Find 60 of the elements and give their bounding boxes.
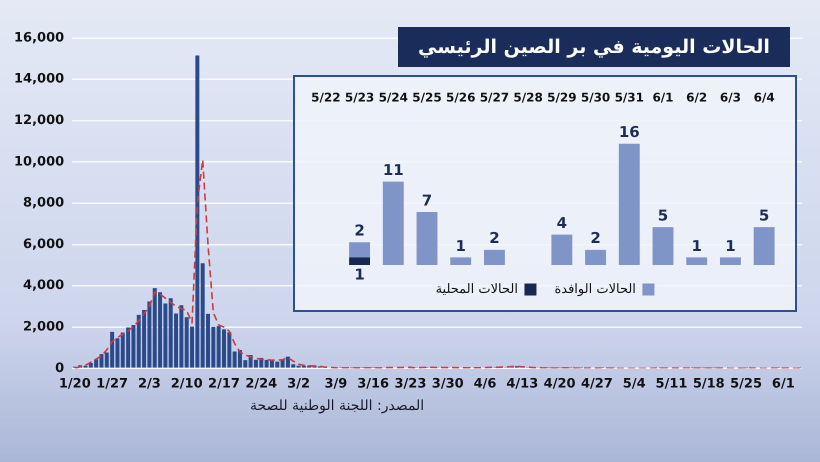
y-tick-label: 6,000 [23, 236, 64, 252]
x-tick-label: 1/27 [96, 376, 128, 392]
y-tick-label: 8,000 [23, 196, 64, 211]
x-tick-label: 3/16 [357, 376, 390, 392]
x-tick-label: 2/24 [245, 376, 278, 392]
x-tick-label: 2/3 [138, 376, 161, 392]
data-label: 11 [382, 161, 404, 180]
x-tick-label: 5/22 [311, 90, 341, 104]
x-tick-label: 6/1 [652, 90, 674, 104]
data-label: 2 [489, 229, 500, 248]
x-tick-label: 5/24 [378, 90, 408, 104]
data-label: 5 [758, 206, 770, 224]
y-tick-label: 2,000 [23, 319, 64, 334]
x-tick-label: 3/23 [394, 376, 426, 392]
y-tick-label: 10,000 [14, 154, 64, 170]
x-tick-label: 5/31 [614, 90, 644, 104]
x-tick-label: 6/4 [754, 90, 775, 104]
x-tick-label: 6/1 [772, 376, 795, 392]
x-tick-label: 5/25 [412, 90, 442, 104]
data-label: 2 [590, 229, 601, 248]
x-tick-label: 3/30 [432, 376, 464, 392]
text: المصدر: اللجنة الوطنية للصحة [250, 398, 424, 414]
x-tick-label: 3/2 [287, 376, 310, 392]
y-tick-label: 16,000 [14, 30, 64, 46]
x-tick-label: 5/4 [622, 376, 646, 392]
x-tick-label: 6/3 [720, 90, 741, 104]
chart-title: الحالات اليومية في بر الصين الرئيسي [398, 27, 790, 67]
y-tick-label: 14,000 [14, 72, 64, 87]
y-tick-label: 12,000 [14, 112, 64, 128]
x-tick-label: 4/20 [544, 376, 576, 392]
x-tick-label: 4/6 [474, 376, 496, 392]
data-label: 1 [354, 265, 365, 284]
x-tick-label: 5/27 [480, 90, 510, 104]
x-tick-label: 5/30 [580, 90, 610, 104]
legend-label: الحالات المحلية [436, 282, 518, 297]
x-tick-label: 5/26 [446, 90, 476, 104]
x-tick-label: 4/13 [506, 376, 538, 392]
x-tick-label: 2/17 [208, 376, 240, 392]
x-tick-label: 5/23 [344, 90, 374, 104]
y-tick-label: 4,000 [23, 278, 64, 294]
legend-label: الحالات الوافدة [554, 282, 636, 297]
data-label: 1 [455, 236, 466, 255]
data-label: 5 [658, 206, 668, 224]
x-tick-label: 6/2 [686, 90, 708, 104]
x-tick-label: 2/10 [170, 376, 203, 392]
x-tick-label: 5/29 [547, 90, 577, 104]
data-label: 1 [691, 236, 702, 255]
data-label: 4 [556, 214, 568, 232]
data-label: 7 [422, 191, 432, 210]
data-label: 2 [354, 222, 365, 240]
x-tick-label: 1/20 [58, 376, 91, 392]
x-tick-label: 4/27 [580, 376, 613, 392]
x-tick-label: 5/25 [730, 376, 762, 392]
x-tick-label: 3/9 [324, 376, 348, 392]
x-tick-label: 5/11 [656, 376, 688, 392]
y-tick-label: 0 [55, 360, 64, 376]
data-label: 1 [725, 236, 736, 255]
data-label: 16 [618, 123, 640, 142]
x-tick-label: 5/28 [513, 90, 543, 104]
x-tick-label: 5/18 [692, 376, 725, 392]
